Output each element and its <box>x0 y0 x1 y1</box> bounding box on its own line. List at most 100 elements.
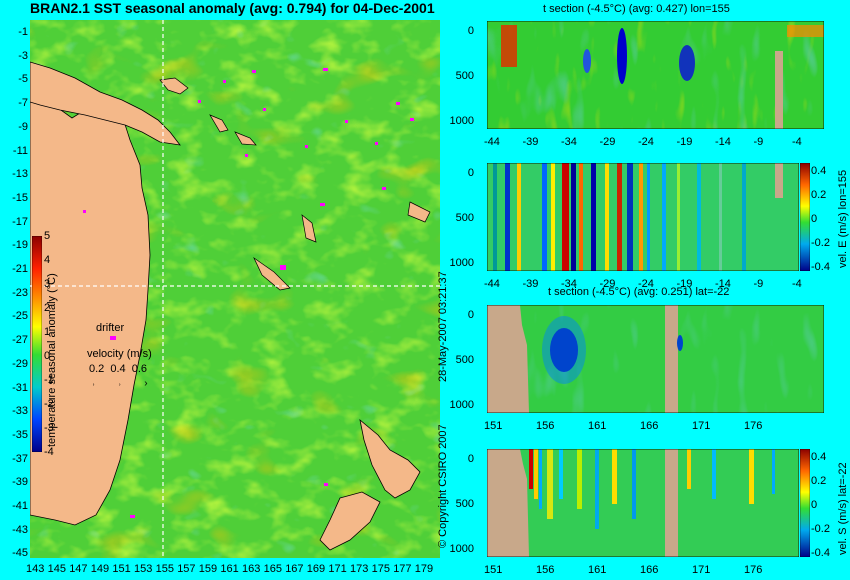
map-title: BRAN2.1 SST seasonal anomaly (avg: 0.794… <box>30 0 435 16</box>
panel-colorbar-tick-label: 0.4 <box>811 451 827 463</box>
vanuatu-islands <box>301 214 317 243</box>
lat-tick-label: -15 <box>12 191 28 204</box>
panel-x-tick-label: 156 <box>536 420 555 432</box>
panel-x-tick-label: -24 <box>638 278 654 290</box>
panel2-colorbar <box>800 163 810 271</box>
panel-x-tick-label: 171 <box>692 564 711 576</box>
panel-x-tick-label: 166 <box>640 564 659 576</box>
new-zealand-north-island <box>359 418 421 499</box>
velocity-legend-label: velocity (m/s) <box>87 348 152 360</box>
panel-y-tick-label: 1000 <box>449 399 474 411</box>
lon-tick-label: 163 <box>242 563 261 575</box>
panel-x-tick-label: -39 <box>522 278 539 290</box>
new-caledonia-island <box>253 256 291 291</box>
lon-tick-label: 147 <box>69 563 88 575</box>
panel2-colorbar-label: vel. E (m/s) lon=155 <box>837 169 849 268</box>
panel-x-tick-label: 151 <box>484 420 503 432</box>
colorbar-tick-label: 5 <box>44 230 51 242</box>
lon-tick-label: 171 <box>328 563 347 575</box>
solomon-islands <box>234 131 257 146</box>
colorbar-tick-label: 2 <box>44 302 51 314</box>
panel-y-tick-label: 1000 <box>449 115 474 127</box>
colorbar-tick-label: -4 <box>44 446 54 458</box>
lon-tick-label: 151 <box>112 563 131 575</box>
panel-colorbar-tick-label: -0.2 <box>811 237 830 249</box>
lon-tick-label: 165 <box>263 563 282 575</box>
colorbar-tick-label: 4 <box>44 254 51 266</box>
panel-colorbar-tick-label: 0 <box>811 213 818 225</box>
panel-colorbar-tick-label: 0 <box>811 499 818 511</box>
panel-x-tick-label: 176 <box>744 420 763 432</box>
panel-y-tick-label: 500 <box>455 212 474 224</box>
panel-x-tick-label: 176 <box>744 564 763 576</box>
copyright-label: © Copyright CSIRO 2007 <box>437 424 449 548</box>
lon-tick-label: 179 <box>414 563 434 575</box>
lat-tick-label: -39 <box>12 476 28 489</box>
panel-x-tick-label: -24 <box>638 136 654 148</box>
lat-tick-label: -11 <box>12 144 28 157</box>
map-colorbar-label: temperature seasonal anomaly (°C) <box>46 273 58 447</box>
fiji-islands <box>407 201 431 223</box>
panel-y-tick-label: 500 <box>455 70 474 82</box>
panel-colorbar-tick-label: -0.4 <box>811 261 830 273</box>
panel-y-tick-label: 0 <box>467 309 474 321</box>
sst-anomaly-map <box>30 20 440 558</box>
velocity-legend-arrows: ˒ ˒ › <box>92 378 158 389</box>
lat-tick-label: -29 <box>12 357 28 370</box>
colorbar-tick-label: -3 <box>44 422 54 434</box>
colorbar-tick-label: 0 <box>44 350 51 362</box>
lon-tick-label: 167 <box>285 563 304 575</box>
colorbar-tick-label: -1 <box>44 374 54 386</box>
lon-tick-label: 161 <box>220 563 239 575</box>
lat-tick-label: -43 <box>12 523 28 536</box>
panel-y-tick-label: 500 <box>455 498 474 510</box>
lon-tick-label: 173 <box>350 563 369 575</box>
lon-tick-label: 143 <box>26 563 45 575</box>
panel2-east-velocity-section-lon155 <box>487 163 799 271</box>
lat-tick-label: -21 <box>12 263 28 275</box>
lat-tick-label: -37 <box>12 452 28 465</box>
panel-colorbar-tick-label: -0.4 <box>811 547 830 559</box>
new-britain-island <box>159 77 189 95</box>
panel-y-tick-label: 500 <box>455 354 474 366</box>
lat-tick-label: -17 <box>12 215 28 228</box>
panel-x-tick-label: -9 <box>753 136 764 148</box>
panel-y-tick-label: 0 <box>467 167 474 179</box>
lat-tick-label: -19 <box>12 239 28 252</box>
lon-tick-label: 169 <box>306 563 326 575</box>
new-guinea-landmass <box>30 61 181 146</box>
panel-x-tick-label: -19 <box>676 278 693 290</box>
panel-x-tick-label: -39 <box>522 136 539 148</box>
velocity-stripes <box>529 449 775 529</box>
panel-x-tick-label: -34 <box>561 136 577 148</box>
panel-x-tick-label: 161 <box>588 564 607 576</box>
lon-tick-label: 175 <box>371 563 390 575</box>
lat-tick-label: -23 <box>12 286 28 299</box>
land-mask <box>487 449 529 557</box>
lon-tick-label: 149 <box>90 563 110 575</box>
drifter-markers <box>83 68 414 518</box>
lat-tick-label: -13 <box>12 168 28 181</box>
lat-tick-label: -31 <box>12 381 28 394</box>
panel4-south-velocity-section-lat22 <box>487 449 799 557</box>
panel-x-tick-label: -14 <box>715 136 731 148</box>
panel-colorbar-tick-label: -0.2 <box>811 523 830 535</box>
colorbar-tick-label: 3 <box>44 278 51 290</box>
panel-x-tick-label: -44 <box>484 136 500 148</box>
panel3-temperature-section-lat22 <box>487 305 824 413</box>
lon-tick-label: 159 <box>198 563 218 575</box>
lat-tick-label: -1 <box>18 26 28 38</box>
panel-x-tick-label: 166 <box>640 420 659 432</box>
panel-x-tick-label: -14 <box>715 278 731 290</box>
panel-x-tick-label: -4 <box>792 136 802 148</box>
panel4-colorbar-label: vel. S (m/s) lat=-22 <box>837 462 849 555</box>
velocity-legend-values: 0.2 0.4 0.6 <box>89 363 148 375</box>
panel-x-tick-label: -44 <box>484 278 500 290</box>
panel-y-tick-label: 0 <box>467 453 474 465</box>
lon-tick-label: 157 <box>177 563 196 575</box>
lon-tick-label: 153 <box>134 563 153 575</box>
bougainville-island <box>209 114 229 133</box>
velocity-stripes <box>493 163 746 271</box>
panel-x-tick-label: 171 <box>692 420 711 432</box>
lat-tick-label: -9 <box>18 120 28 133</box>
